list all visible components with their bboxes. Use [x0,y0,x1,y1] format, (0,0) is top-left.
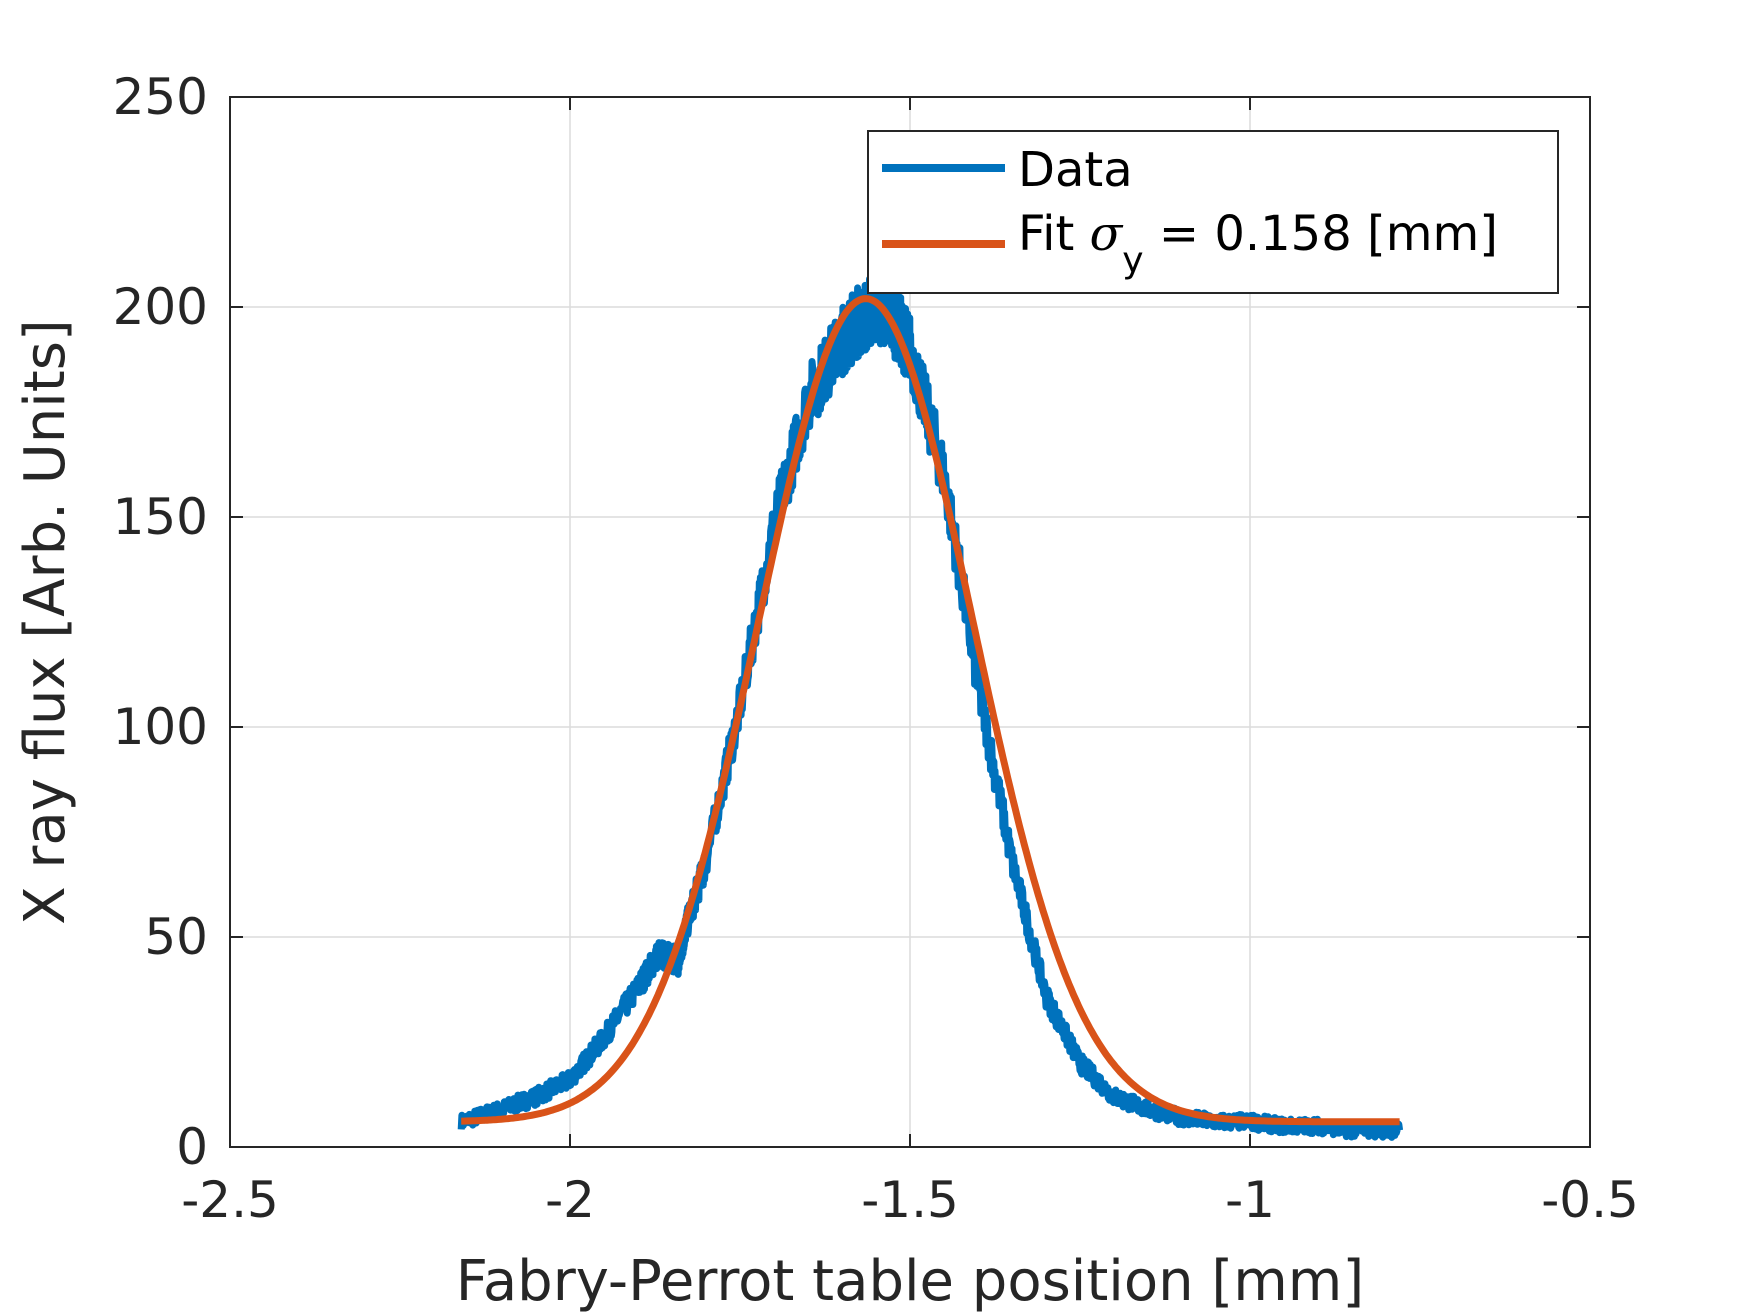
y-tick-labels: 0 50 100 150 200 250 [113,68,208,1176]
legend: Data Fit σy = 0.158 [mm] [867,130,1559,294]
legend-fit-suffix: = 0.158 [mm] [1144,206,1498,262]
fit-series-line [460,295,1401,1126]
legend-fit-subscript: y [1122,240,1143,281]
legend-fit-label: Fit σy = 0.158 [mm] [1018,206,1498,281]
tick-marks [229,96,1591,1148]
x-tick-label: -1.5 [861,1171,959,1229]
legend-data-label: Data [1018,142,1133,198]
x-tick-label: -1 [1225,1171,1275,1229]
legend-fit-prefix: Fit [1018,206,1090,262]
x-tick-label: -0.5 [1541,1171,1639,1229]
y-axis-label: X ray flux [Arb. Units] [13,319,78,925]
legend-fit-symbol: σ [1090,206,1124,262]
y-tick-label: 0 [176,1118,208,1176]
y-tick-label: 150 [113,488,208,546]
y-tick-label: 200 [113,278,208,336]
x-axis-label: Fabry-Perrot table position [mm] [456,1249,1364,1313]
y-tick-label: 100 [113,698,208,756]
x-tick-label: -2 [545,1171,595,1229]
legend-box [867,130,1559,294]
y-tick-label: 50 [144,908,208,966]
x-tick-labels: -2.5 -2 -1.5 -1 -0.5 [181,1171,1639,1229]
x-tick-label: -2.5 [181,1171,279,1229]
y-tick-label: 250 [113,68,208,126]
